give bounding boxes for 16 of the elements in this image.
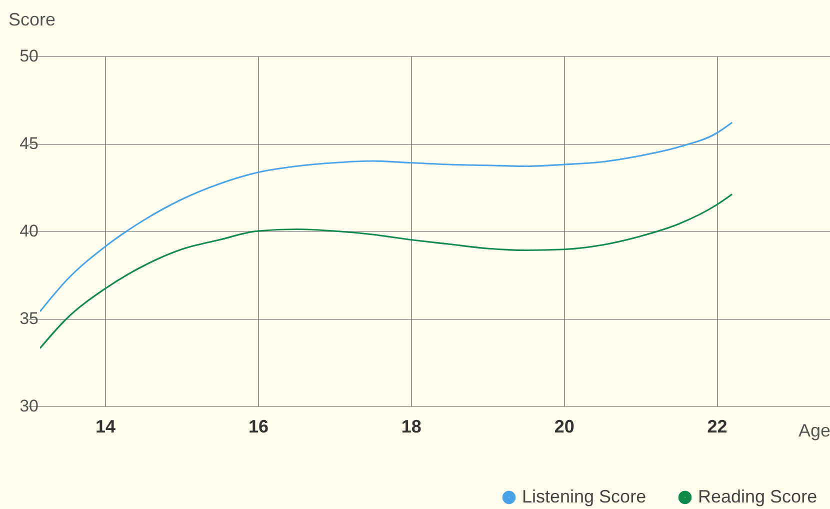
legend-label: Reading Score xyxy=(698,486,818,506)
y-tick-label: 50 xyxy=(20,46,38,66)
y-tick-label: 30 xyxy=(20,396,38,416)
x-tick-label: 16 xyxy=(248,416,268,436)
line-series xyxy=(40,122,733,312)
legend-label: Listening Score xyxy=(522,486,646,506)
y-axis-title: Score xyxy=(8,10,56,30)
y-tick-label: 40 xyxy=(20,222,38,240)
x-axis-title: Age xyxy=(798,420,830,440)
x-tick-label: 18 xyxy=(401,416,422,436)
x-tick-label: 14 xyxy=(95,416,116,436)
x-tick-label: 20 xyxy=(554,416,574,436)
x-tick-label: 22 xyxy=(707,416,728,436)
y-tick-label: 35 xyxy=(20,309,38,328)
y-tick-label: 45 xyxy=(20,134,38,153)
line-series xyxy=(40,193,733,350)
